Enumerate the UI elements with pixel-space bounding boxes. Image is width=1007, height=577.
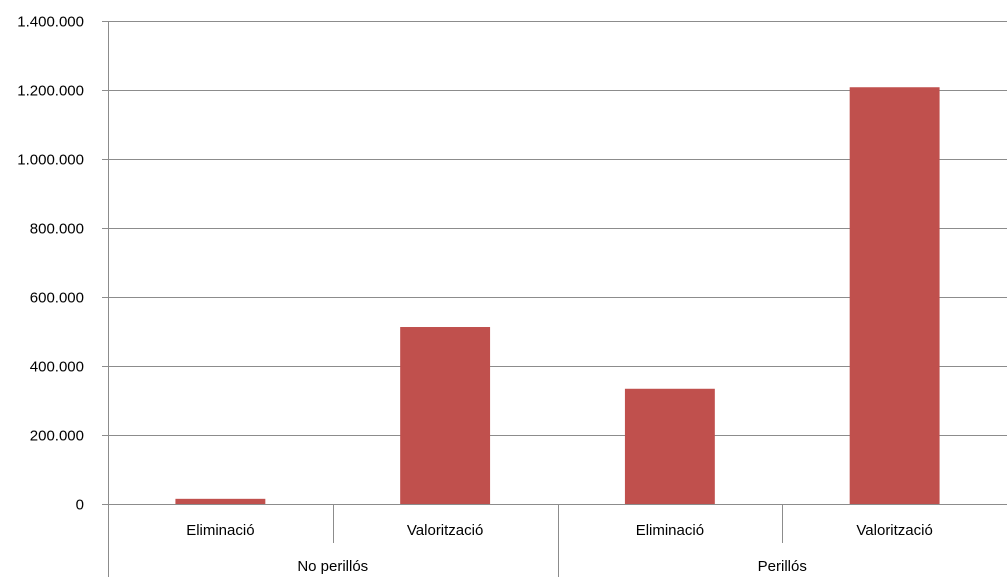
y-tick-label: 1.200.000: [17, 83, 84, 100]
bar: [175, 498, 266, 504]
x-category-label: Eliminació: [186, 522, 254, 539]
bar: [624, 388, 715, 504]
gridlines: [102, 21, 1007, 505]
bar: [849, 87, 940, 505]
x-axis-category-labels: Eliminació Valorització Eliminació Valoritz…: [186, 522, 933, 575]
y-tick-label: 600.000: [30, 290, 84, 307]
y-tick-label: 1.000.000: [17, 152, 84, 169]
x-category-label: Eliminació: [636, 522, 704, 539]
x-category-label: Valorització: [407, 522, 483, 539]
y-tick-label: 200.000: [30, 428, 84, 445]
axes: [108, 21, 783, 577]
bar: [400, 327, 491, 504]
y-axis-tick-labels: 0 200.000 400.000 600.000 800.000 1.000.000 1.…: [17, 14, 84, 514]
x-group-label: Perillós: [758, 558, 807, 575]
y-tick-label: 1.400.000: [17, 14, 84, 31]
y-tick-label: 400.000: [30, 359, 84, 376]
x-group-label: No perillós: [297, 558, 368, 575]
bars: [175, 87, 940, 505]
x-category-label: Valorització: [856, 522, 932, 539]
y-tick-label: 0: [76, 497, 84, 514]
y-tick-label: 800.000: [30, 221, 84, 238]
